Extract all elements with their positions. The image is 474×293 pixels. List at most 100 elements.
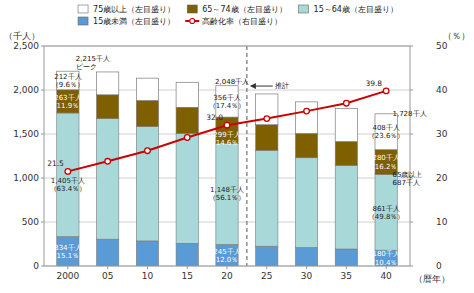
y-tick-label: 2,500 [13, 41, 39, 51]
line-marker [304, 108, 310, 114]
text-line: 180千人 [372, 250, 399, 258]
legend-item: 15歳未満（左目盛り） [78, 17, 175, 26]
text-line: （16.2％） [368, 163, 405, 171]
legend: 75歳以上（左目盛り） 65～74歳（左目盛り） 15～64歳（左目盛り） 15歳未満… [78, 5, 398, 26]
plot-data [57, 46, 398, 266]
bar [97, 239, 119, 266]
y-tick-label: 1,500 [13, 129, 39, 139]
legend-label: 15歳未満（左目盛り） [93, 17, 175, 26]
legend-item: 高齢化率（右目盛り） [185, 17, 282, 26]
y2-tick-label: 30 [436, 129, 448, 139]
y-tick [41, 46, 44, 47]
line-marker [65, 169, 71, 175]
y-tick [41, 266, 44, 267]
legend-swatch [78, 17, 88, 25]
y-tick [41, 178, 44, 179]
bar [136, 127, 158, 241]
text-line: （56.1％） [209, 194, 246, 202]
y-tick [41, 90, 44, 91]
legend-label: 高齢化率（右目盛り） [202, 17, 282, 26]
bar [295, 158, 317, 248]
line-marker [105, 158, 111, 164]
bar [97, 95, 119, 119]
annotations: ピーク2,215千人2,048千人推計1,728千人65歳以上687千人 [76, 55, 427, 187]
bar [176, 243, 198, 266]
annotation: 推計 [275, 82, 289, 90]
bar [57, 113, 79, 237]
line-marker [383, 88, 389, 94]
y-tick [41, 134, 44, 135]
line-marker [344, 100, 350, 106]
annotation: 2,215千人 [76, 55, 110, 63]
text-line: 245千人 [213, 248, 240, 256]
data-labels: 334千人（15.1％）245千人（12.0％）180千人（10.4％）1,40… [47, 73, 404, 267]
text-line: 212千人 [54, 73, 81, 81]
line-data-label: 32.0 [206, 113, 223, 122]
x-tick-label: 35 [341, 271, 352, 281]
annotation: ピーク [76, 63, 97, 71]
line-marker [264, 116, 270, 122]
text-line: （49.8％） [368, 213, 405, 221]
bar [176, 107, 198, 133]
data-label: 861千人（49.8％） [368, 205, 405, 221]
line [68, 91, 386, 172]
legend-label: 75歳以上（左目盛り） [93, 5, 175, 14]
bar [335, 249, 357, 266]
legend-item: 65～74歳（左目盛り） [187, 5, 286, 14]
y2-tick [410, 90, 413, 91]
text-line: 334千人 [54, 244, 81, 252]
axes: 05001,0001,5002,0002,5000102030405020000… [4, 31, 470, 284]
text-line: （17.4％） [209, 102, 246, 110]
text-line: 263千人 [54, 94, 81, 102]
x-tick-label: 2000 [56, 271, 79, 281]
data-label: 280千人（16.2％） [368, 154, 405, 170]
bar [295, 102, 317, 134]
x-tick-label: 25 [261, 271, 272, 281]
text-line: 65歳以上 [392, 171, 422, 179]
bar [136, 101, 158, 127]
bar [335, 142, 357, 166]
annotation-arrow [251, 86, 273, 87]
data-label: 1,405千人（63.4％） [50, 177, 87, 193]
data-label: 299千人（14.6％） [209, 131, 246, 147]
legend-swatch [78, 5, 88, 13]
legend-swatch-marker [190, 19, 195, 24]
y-tick-label: 0 [33, 261, 39, 271]
y2-tick [410, 134, 413, 135]
line-data-label: 39.8 [365, 79, 382, 88]
text-line: （14.6％） [209, 139, 246, 147]
y-tick-label: 500 [22, 217, 39, 227]
legend-item: 75歳以上（左目盛り） [78, 5, 175, 14]
plot-frame [44, 46, 410, 266]
bar [136, 78, 158, 100]
line-marker [145, 148, 151, 154]
text-line: （12.0％） [209, 256, 246, 264]
legend-label: 15～64歳（左目盛り） [314, 5, 398, 14]
y-tick-label: 2,000 [13, 85, 39, 95]
y2-axis-label: （％） [443, 31, 470, 41]
bar [136, 241, 158, 266]
text-line: （9.6％） [52, 81, 84, 89]
legend-item: 15～64歳（左目盛り） [299, 5, 398, 14]
bar [256, 125, 278, 151]
legend-swatch [187, 5, 197, 13]
x-tick [306, 266, 307, 269]
bar [335, 109, 357, 142]
line-marker [184, 135, 190, 141]
text-line: （11.9％） [50, 102, 87, 110]
y2-tick-label: 20 [436, 173, 448, 183]
data-label: 408千人（23.6％） [368, 124, 405, 140]
y-tick [41, 222, 44, 223]
y2-tick-label: 10 [436, 217, 448, 227]
y2-tick [410, 266, 413, 267]
legend-label: 65～74歳（左目盛り） [202, 5, 286, 14]
bar [295, 248, 317, 266]
text-line: （23.6％） [368, 132, 405, 140]
x-tick [147, 266, 148, 269]
x-tick [187, 266, 188, 269]
x-tick [67, 266, 68, 269]
bar [256, 150, 278, 246]
y2-tick [410, 222, 413, 223]
data-label: 356千人（17.4％） [209, 94, 246, 110]
bar [256, 246, 278, 266]
